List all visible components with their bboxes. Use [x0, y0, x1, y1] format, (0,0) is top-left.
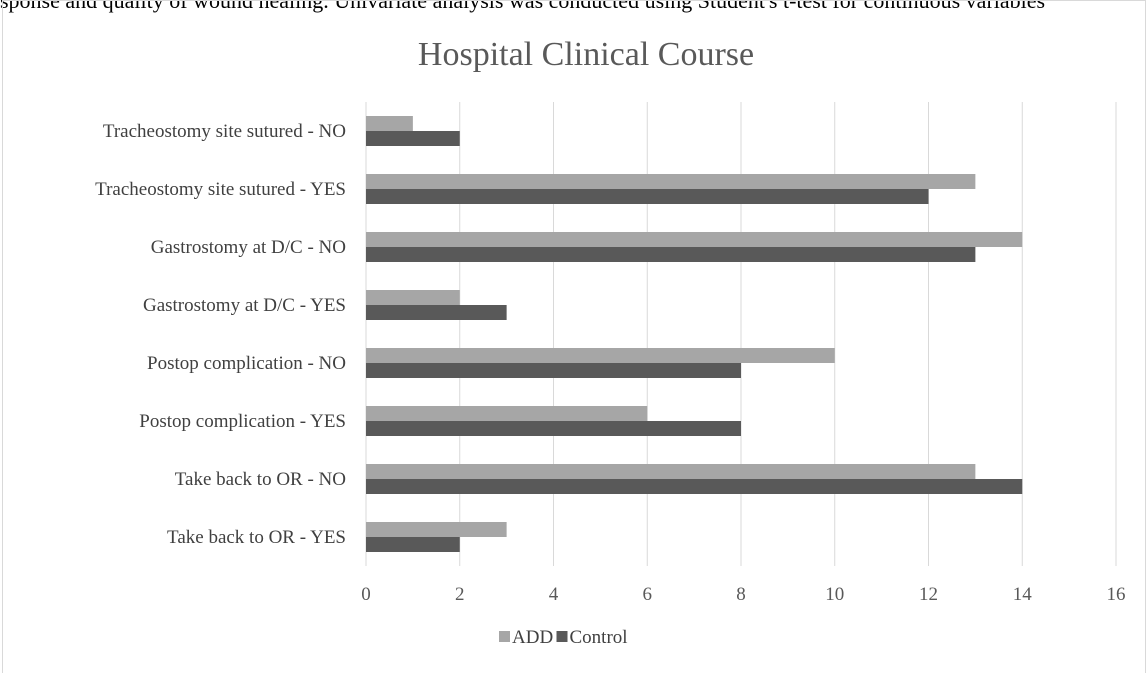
bar-add-1: [366, 174, 976, 189]
bar-add-2: [366, 232, 1023, 247]
x-tick-label: 2: [455, 584, 465, 605]
category-label: Tracheostomy site sutured - NO: [103, 121, 346, 142]
bars: [366, 116, 1023, 552]
bar-add-5: [366, 406, 648, 421]
partial-body-text: sponse and quality of wound healing. Uni…: [0, 0, 1046, 13]
gridlines: [365, 102, 1117, 566]
category-label: Tracheostomy site sutured - YES: [95, 179, 346, 200]
x-tick-label: 4: [549, 584, 559, 605]
chart-title: Hospital Clinical Course: [418, 36, 754, 73]
category-label: Gastrostomy at D/C - YES: [143, 295, 346, 316]
bar-add-4: [366, 348, 835, 363]
bar-add-0: [366, 116, 413, 131]
x-tick-label: 16: [1107, 584, 1126, 605]
bar-add-3: [366, 290, 460, 305]
bar-control-0: [366, 131, 460, 146]
x-tick-label: 10: [825, 584, 844, 605]
x-tick-label: 14: [1013, 584, 1033, 605]
bar-control-6: [366, 479, 1023, 494]
x-tick-label: 8: [736, 584, 746, 605]
bar-add-6: [366, 464, 976, 479]
x-tick-labels: 0 2 4 6 8 10 12 14 16: [361, 584, 1125, 605]
legend-label-add: ADD: [512, 627, 553, 648]
category-label: Gastrostomy at D/C - NO: [151, 237, 346, 258]
bar-control-2: [366, 247, 976, 262]
legend-swatch-add: [499, 631, 510, 642]
legend-swatch-control: [556, 631, 568, 642]
category-label: Take back to OR - YES: [167, 527, 346, 548]
category-label: Take back to OR - NO: [175, 469, 346, 490]
bar-control-3: [366, 305, 507, 320]
bar-control-5: [366, 421, 741, 436]
bar-control-4: [366, 363, 741, 378]
legend-label-control: Control: [570, 627, 628, 648]
x-tick-label: 6: [643, 584, 653, 605]
bar-add-7: [366, 522, 507, 537]
legend: ADD Control: [499, 627, 628, 648]
category-label: Postop complication - NO: [147, 353, 346, 374]
x-tick-label: 12: [919, 584, 938, 605]
category-labels: Tracheostomy site sutured - NO Tracheosto…: [95, 121, 346, 548]
bar-control-7: [366, 537, 460, 552]
x-tick-label: 0: [361, 584, 371, 605]
bar-control-1: [366, 189, 929, 204]
category-label: Postop complication - YES: [139, 411, 346, 432]
